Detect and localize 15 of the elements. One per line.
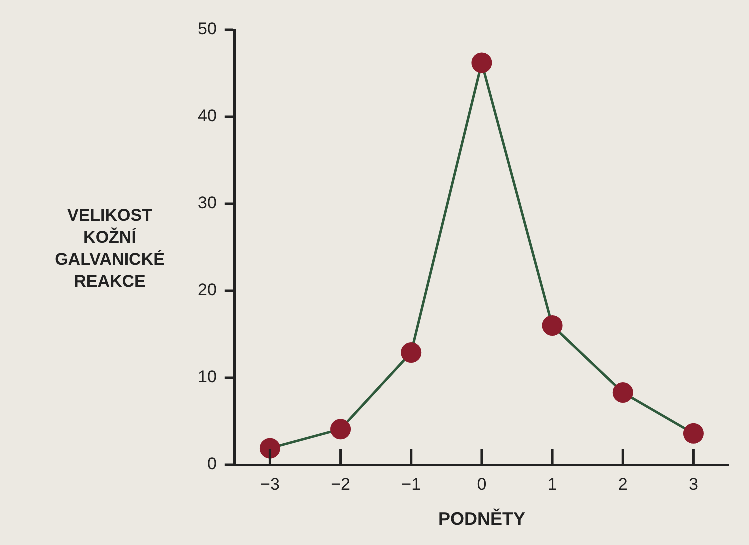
x-tick-label: 3 (688, 474, 698, 494)
y-tick-label: 20 (198, 280, 217, 300)
x-tick-label: −1 (402, 474, 422, 494)
y-tick-label: 40 (198, 106, 217, 126)
x-tick-label: 0 (477, 474, 487, 494)
x-tick-label: −2 (331, 474, 350, 494)
y-tick-label: 0 (207, 454, 217, 474)
y-tick-label: 50 (198, 20, 217, 39)
y-tick-label: 30 (198, 194, 217, 213)
x-tick-label: 1 (548, 474, 558, 494)
y-tick-label: 10 (198, 368, 217, 387)
x-axis-title: PODNĚTY (438, 508, 526, 530)
y-axis-title: VELIKOST KOŽNÍ GALVANICKÉ REAKCE (54, 205, 166, 293)
x-tick-label: 2 (618, 474, 628, 494)
x-tick-label: −3 (260, 474, 280, 494)
